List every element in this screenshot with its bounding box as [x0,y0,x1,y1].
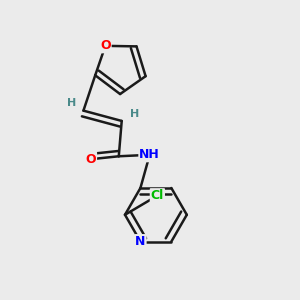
Text: NH: NH [139,148,160,161]
Text: O: O [100,39,111,52]
Text: O: O [85,153,96,166]
Text: N: N [135,235,146,248]
Text: H: H [67,98,76,108]
Text: H: H [130,109,140,118]
Text: Cl: Cl [151,189,164,202]
